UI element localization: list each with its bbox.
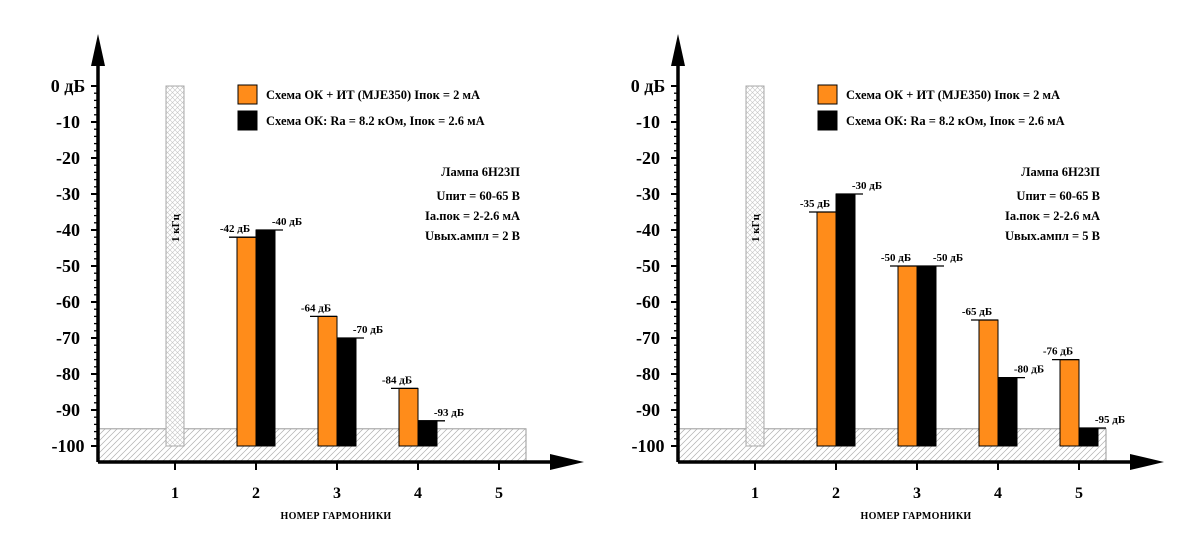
y-tick-label: 0 дБ [631, 76, 666, 96]
x-tick-label: 5 [495, 485, 503, 502]
value-label-series-1-harmonic-4: -84 дБ [382, 374, 412, 386]
y-tick-label: -70 [56, 328, 80, 348]
x-tick-label: 3 [333, 485, 341, 502]
value-label-series-1-harmonic-3: -50 дБ [881, 252, 911, 264]
y-tick-label: -80 [636, 364, 660, 384]
legend-label-1: Схема ОК + ИТ (MJE350) Iпок = 2 мА [266, 88, 480, 102]
bar-series-1-harmonic-5 [1059, 359, 1080, 447]
value-label-series-1-harmonic-4: -65 дБ [962, 306, 992, 318]
y-tick-label: -60 [56, 292, 80, 312]
y-tick-label: -80 [56, 364, 80, 384]
x-tick-label: 2 [252, 485, 260, 502]
value-label-series-1-harmonic-2: -42 дБ [220, 223, 250, 235]
y-tick-label: -10 [56, 112, 80, 132]
x-tick-label: 2 [832, 485, 840, 502]
y-tick-label: -100 [52, 436, 85, 456]
value-label-series-2-harmonic-2: -30 дБ [852, 180, 882, 192]
bar-series-2-harmonic-4 [417, 420, 438, 447]
bar-series-1-harmonic-4 [398, 387, 419, 447]
x-axis-title: НОМЕР ГАРМОНИКИ [861, 511, 972, 522]
value-label-series-2-harmonic-4: -93 дБ [434, 407, 464, 419]
y-axis-arrow [671, 34, 685, 66]
value-label-series-1-harmonic-2: -35 дБ [800, 198, 830, 210]
bar-series-2-harmonic-2 [255, 229, 276, 447]
fundamental-bar [745, 85, 765, 447]
noise-floor-band [677, 428, 1107, 463]
y-tick-label: -50 [636, 256, 660, 276]
bar-series-2-harmonic-3 [916, 265, 937, 447]
chart-panel-1: 1 кГц 0 дБ -10 -20 -30 -40 -50 -60 -70 -80 -90 -100… [51, 34, 584, 522]
y-tick-label: -30 [56, 184, 80, 204]
fundamental-bar [165, 85, 185, 447]
bar-series-1-harmonic-4 [978, 319, 999, 447]
y-tick-label: -90 [636, 400, 660, 420]
bar-series-1-harmonic-3 [897, 265, 918, 447]
info-line-3: Iа.пок = 2-2.6 мА [1005, 209, 1100, 223]
x-tick-label: 4 [414, 485, 422, 502]
fundamental-label: 1 кГц [750, 213, 762, 242]
bar-series-2-harmonic-4 [997, 377, 1018, 447]
legend-label-2: Схема ОК: Ra = 8.2 кОм, Iпок = 2.6 мА [846, 114, 1065, 128]
y-tick-label: -70 [636, 328, 660, 348]
fundamental-label: 1 кГц [170, 213, 182, 242]
info-line-1: Лампа 6Н23П [1021, 165, 1100, 179]
bar-series-2-harmonic-3 [336, 337, 357, 447]
y-tick-label: -60 [636, 292, 660, 312]
legend-label-1: Схема ОК + ИТ (MJE350) Iпок = 2 мА [846, 88, 1060, 102]
value-label-series-2-harmonic-2: -40 дБ [272, 216, 302, 228]
x-tick-label: 4 [994, 485, 1002, 502]
bar-series-2-harmonic-5 [1078, 427, 1099, 447]
bar-series-2-harmonic-2 [835, 193, 856, 447]
y-tick-label: -20 [636, 148, 660, 168]
x-tick-label: 5 [1075, 485, 1083, 502]
bar-series-1-harmonic-3 [317, 315, 338, 447]
info-line-2: Uпит = 60-65 В [1016, 189, 1100, 203]
y-tick-label: -40 [56, 220, 80, 240]
x-tick-label: 1 [751, 485, 759, 502]
y-tick-label: -20 [56, 148, 80, 168]
legend-swatch-1 [817, 84, 838, 105]
legend-swatch-2 [237, 110, 258, 131]
value-label-series-2-harmonic-4: -80 дБ [1014, 364, 1044, 376]
value-label-series-2-harmonic-3: -50 дБ [933, 252, 963, 264]
chart-panel-2: 1 кГц 0 дБ -10 -20 -30 -40 -50 -60 -70 -80 -90 -100… [631, 34, 1164, 522]
y-tick-label: -30 [636, 184, 660, 204]
info-line-3: Iа.пок = 2-2.6 мА [425, 209, 520, 223]
info-line-4: Uвых.ампл = 5 В [1005, 229, 1100, 243]
noise-floor-band [97, 428, 527, 463]
y-tick-label: -90 [56, 400, 80, 420]
info-line-1: Лампа 6Н23П [441, 165, 520, 179]
info-line-4: Uвых.ампл = 2 В [425, 229, 520, 243]
y-tick-label: 0 дБ [51, 76, 86, 96]
y-axis-arrow [91, 34, 105, 66]
y-tick-label: -100 [632, 436, 665, 456]
y-tick-label: -40 [636, 220, 660, 240]
y-tick-label: -10 [636, 112, 660, 132]
x-tick-label: 3 [913, 485, 921, 502]
x-tick-label: 1 [171, 485, 179, 502]
value-label-series-1-harmonic-3: -64 дБ [301, 302, 331, 314]
legend-swatch-2 [817, 110, 838, 131]
value-label-series-2-harmonic-3: -70 дБ [353, 324, 383, 336]
x-axis-title: НОМЕР ГАРМОНИКИ [281, 511, 392, 522]
bar-series-1-harmonic-2 [236, 236, 257, 447]
legend-label-2: Схема ОК: Ra = 8.2 кОм, Iпок = 2.6 мА [266, 114, 485, 128]
value-label-series-2-harmonic-5: -95 дБ [1095, 414, 1125, 426]
y-tick-label: -50 [56, 256, 80, 276]
x-axis-arrow [550, 454, 584, 470]
bar-series-1-harmonic-2 [816, 211, 837, 447]
value-label-series-1-harmonic-5: -76 дБ [1043, 346, 1073, 358]
info-line-2: Uпит = 60-65 В [436, 189, 520, 203]
x-axis-arrow [1130, 454, 1164, 470]
legend-swatch-1 [237, 84, 258, 105]
